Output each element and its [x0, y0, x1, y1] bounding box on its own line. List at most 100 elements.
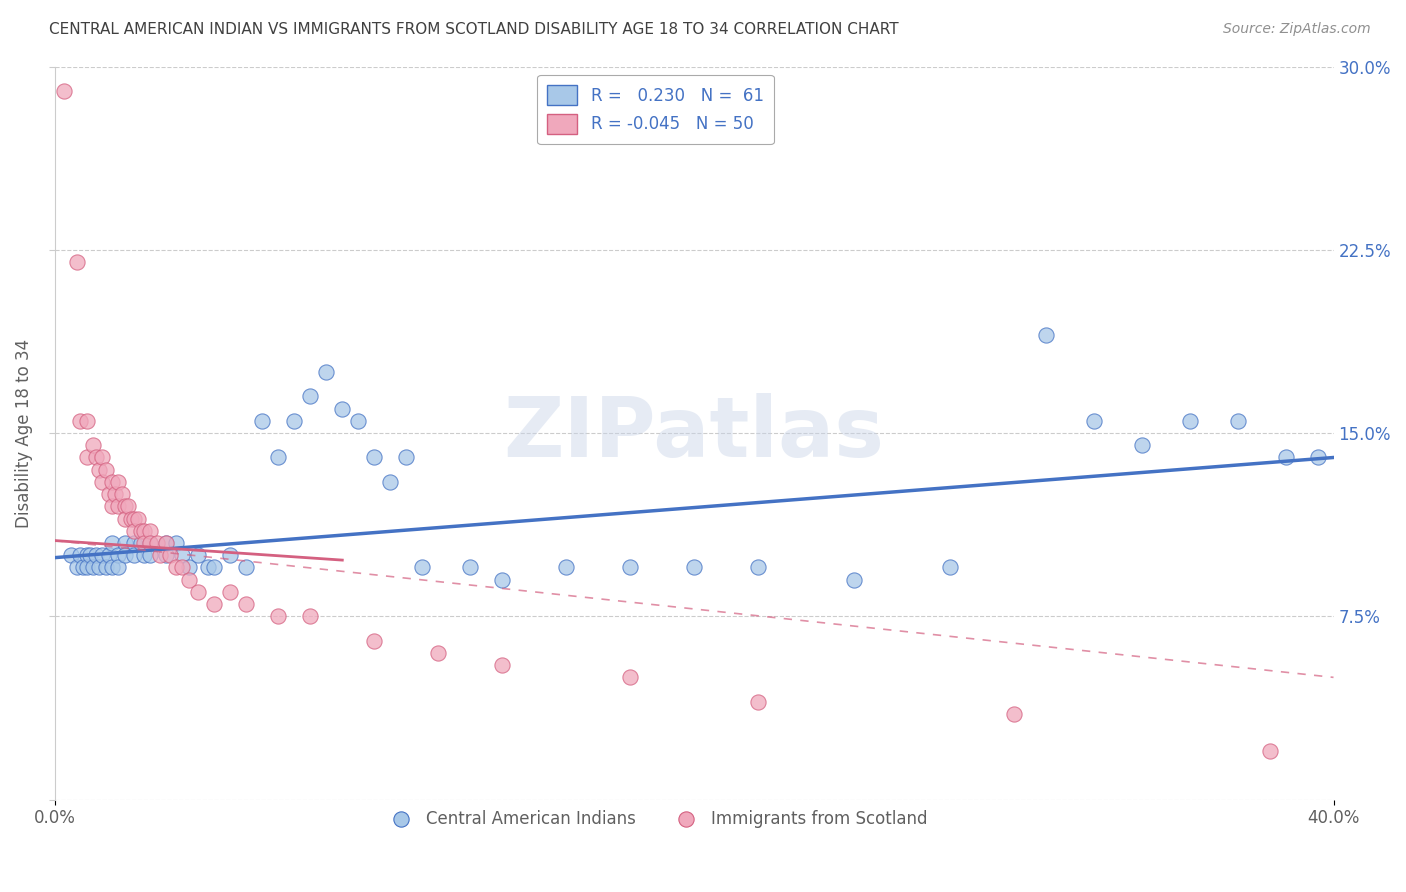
- Point: [127, 511, 149, 525]
- Point: [330, 401, 353, 416]
- Point: [124, 511, 146, 525]
- Point: [1258, 744, 1281, 758]
- Point: [146, 536, 169, 550]
- Point: [124, 536, 146, 550]
- Point: [747, 695, 769, 709]
- Point: [101, 560, 124, 574]
- Point: [491, 658, 513, 673]
- Point: [66, 560, 89, 574]
- Point: [72, 560, 94, 574]
- Point: [76, 450, 98, 465]
- Point: [129, 536, 152, 550]
- Point: [114, 536, 136, 550]
- Point: [132, 524, 155, 538]
- Point: [299, 389, 322, 403]
- Point: [235, 560, 257, 574]
- Point: [380, 475, 402, 489]
- Point: [84, 450, 107, 465]
- Point: [411, 560, 433, 574]
- Point: [1035, 328, 1057, 343]
- Point: [683, 560, 706, 574]
- Point: [619, 670, 641, 684]
- Point: [202, 597, 225, 611]
- Point: [1130, 438, 1153, 452]
- Point: [69, 548, 91, 562]
- Point: [363, 633, 385, 648]
- Point: [315, 365, 337, 379]
- Point: [91, 475, 114, 489]
- Point: [69, 414, 91, 428]
- Point: [1274, 450, 1296, 465]
- Point: [76, 414, 98, 428]
- Point: [1226, 414, 1249, 428]
- Point: [89, 560, 111, 574]
- Point: [619, 560, 641, 574]
- Point: [219, 585, 242, 599]
- Point: [1178, 414, 1201, 428]
- Point: [139, 536, 162, 550]
- Legend: Central American Indians, Immigrants from Scotland: Central American Indians, Immigrants fro…: [377, 804, 934, 835]
- Point: [91, 548, 114, 562]
- Point: [155, 548, 177, 562]
- Point: [155, 536, 177, 550]
- Y-axis label: Disability Age 18 to 34: Disability Age 18 to 34: [15, 338, 32, 528]
- Point: [202, 560, 225, 574]
- Point: [458, 560, 481, 574]
- Point: [97, 548, 120, 562]
- Point: [149, 548, 172, 562]
- Point: [139, 548, 162, 562]
- Point: [165, 536, 187, 550]
- Point: [114, 548, 136, 562]
- Point: [363, 450, 385, 465]
- Point: [491, 573, 513, 587]
- Point: [124, 524, 146, 538]
- Point: [76, 548, 98, 562]
- Point: [101, 500, 124, 514]
- Point: [427, 646, 450, 660]
- Point: [53, 84, 76, 98]
- Text: Source: ZipAtlas.com: Source: ZipAtlas.com: [1223, 22, 1371, 37]
- Text: CENTRAL AMERICAN INDIAN VS IMMIGRANTS FROM SCOTLAND DISABILITY AGE 18 TO 34 CORR: CENTRAL AMERICAN INDIAN VS IMMIGRANTS FR…: [49, 22, 898, 37]
- Point: [94, 560, 117, 574]
- Point: [129, 524, 152, 538]
- Point: [187, 548, 209, 562]
- Point: [747, 560, 769, 574]
- Point: [107, 475, 129, 489]
- Point: [172, 548, 194, 562]
- Point: [94, 463, 117, 477]
- Point: [139, 524, 162, 538]
- Point: [82, 438, 104, 452]
- Point: [155, 536, 177, 550]
- Point: [235, 597, 257, 611]
- Point: [101, 536, 124, 550]
- Point: [1002, 706, 1025, 721]
- Point: [219, 548, 242, 562]
- Point: [120, 511, 142, 525]
- Point: [299, 609, 322, 624]
- Point: [114, 511, 136, 525]
- Point: [842, 573, 865, 587]
- Point: [283, 414, 305, 428]
- Text: ZIPatlas: ZIPatlas: [503, 392, 884, 474]
- Point: [107, 560, 129, 574]
- Point: [197, 560, 219, 574]
- Point: [252, 414, 274, 428]
- Point: [89, 463, 111, 477]
- Point: [117, 500, 139, 514]
- Point: [1083, 414, 1105, 428]
- Point: [177, 560, 200, 574]
- Point: [139, 536, 162, 550]
- Point: [132, 548, 155, 562]
- Point: [79, 548, 101, 562]
- Point: [124, 548, 146, 562]
- Point: [111, 487, 134, 501]
- Point: [267, 609, 290, 624]
- Point: [172, 560, 194, 574]
- Point: [97, 487, 120, 501]
- Point: [165, 560, 187, 574]
- Point: [104, 487, 127, 501]
- Point: [66, 255, 89, 269]
- Point: [59, 548, 82, 562]
- Point: [107, 500, 129, 514]
- Point: [395, 450, 418, 465]
